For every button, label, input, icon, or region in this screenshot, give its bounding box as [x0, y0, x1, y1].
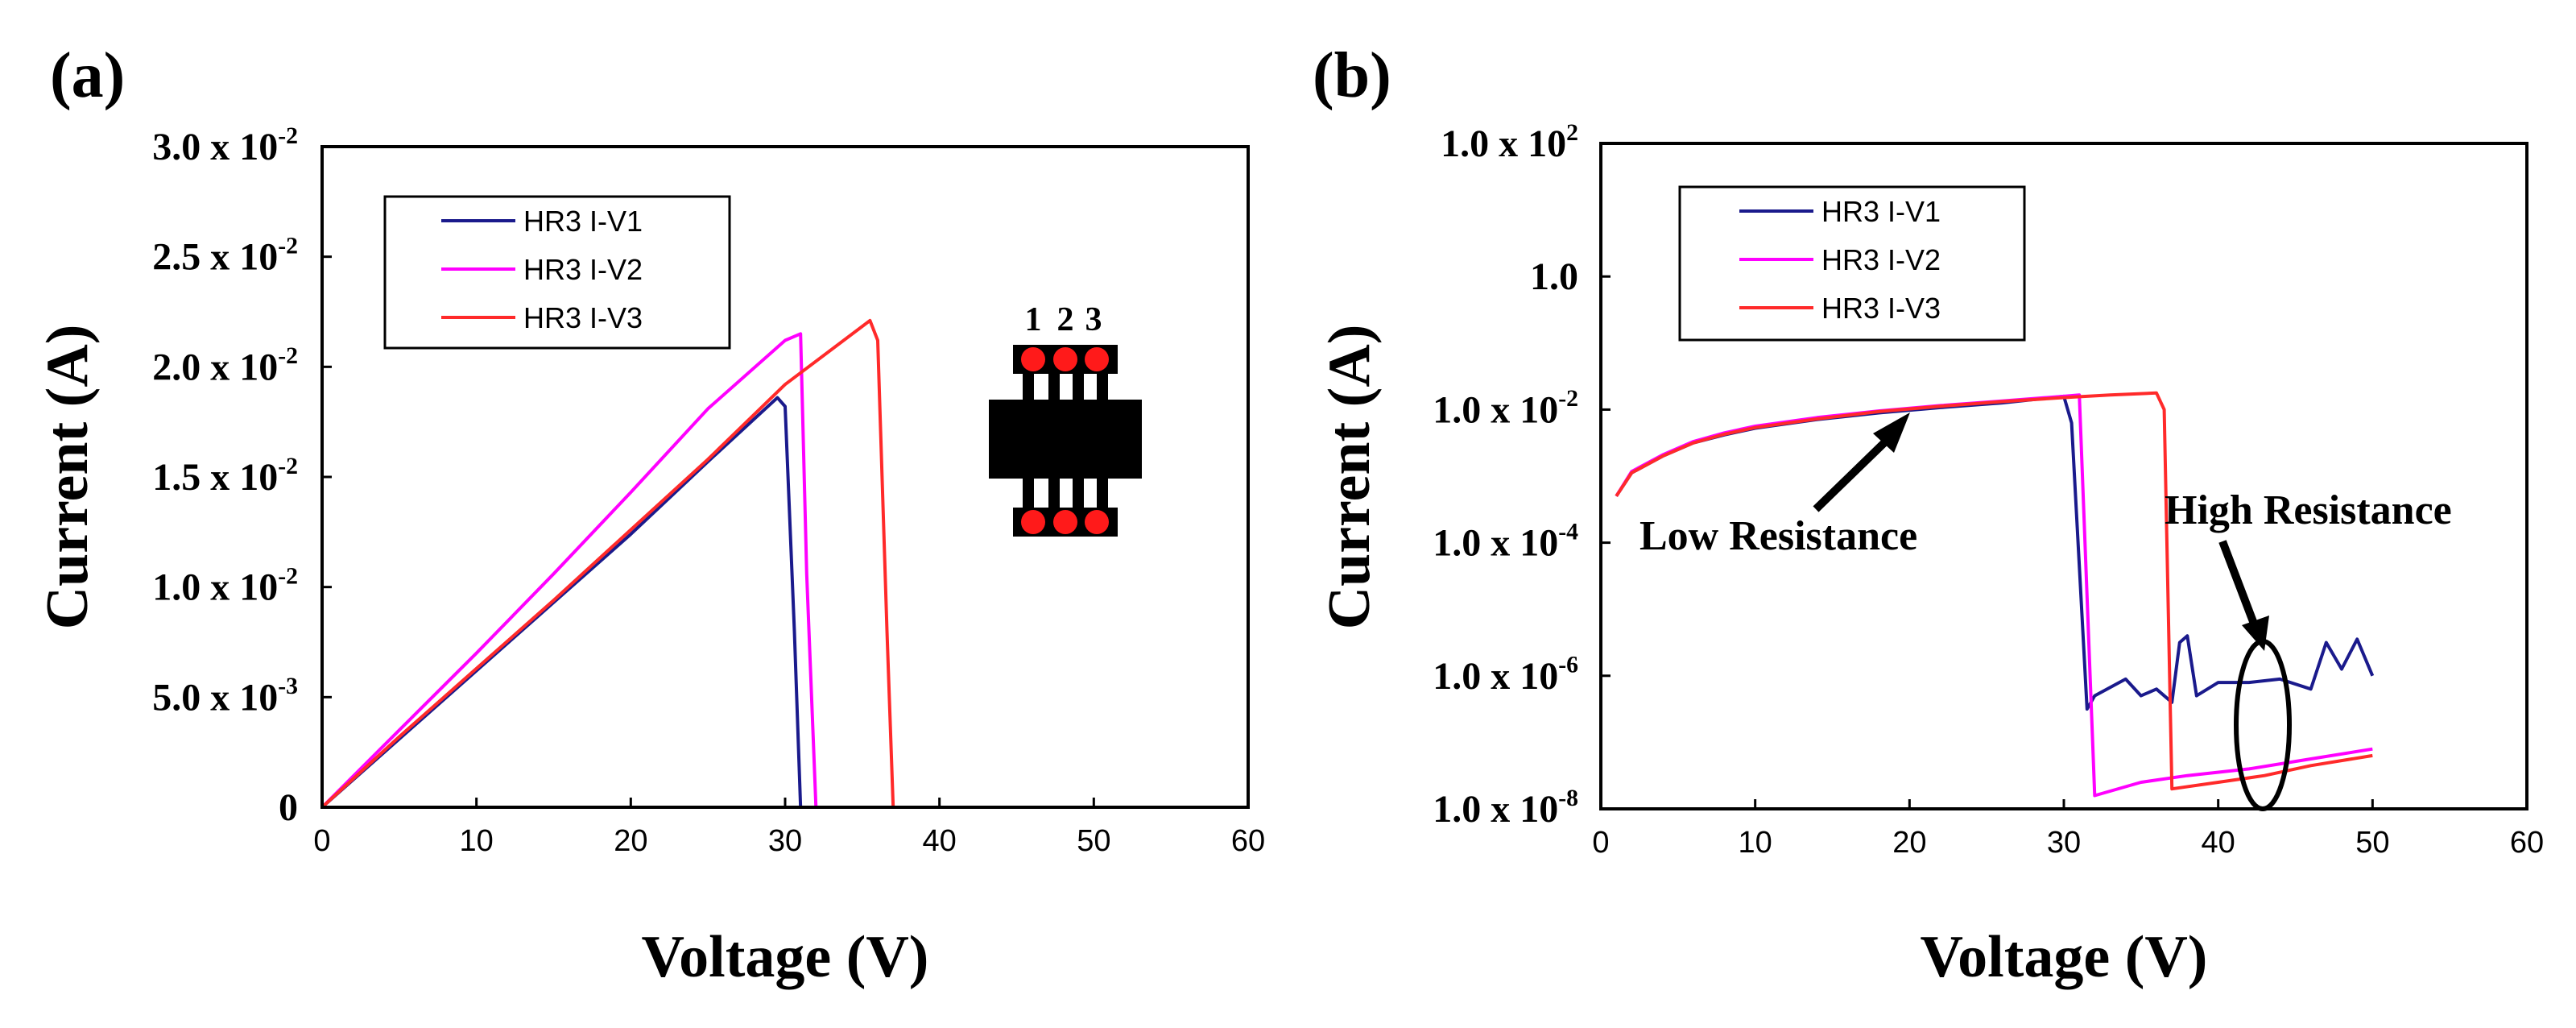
panel-a-x-tick-label: 0 — [313, 824, 330, 858]
panel-a-y-tick-label: 2.5 x 10-2 — [152, 233, 298, 279]
inset-contact-bottom-2 — [1053, 510, 1077, 534]
panel-a-y-tick-label: 1.5 x 10-2 — [152, 453, 298, 499]
inset-contact-top-2 — [1053, 347, 1077, 371]
panel-b-legend: HR3 I-V1 HR3 I-V2 HR3 I-V3 — [1678, 185, 2026, 342]
annotation-low-resistance: Low Resistance — [1639, 513, 1917, 559]
panel-a-series-line-iv1 — [320, 396, 1094, 809]
panel-b-y-tick-label: 1.0 x 10-4 — [1433, 518, 1578, 564]
panel-b-y-tick-label: 1.0 x 10-2 — [1433, 385, 1578, 431]
panel-b-x-tick-label: 60 — [2510, 826, 2544, 860]
panel-b-x-tick-label: 10 — [1739, 826, 1772, 860]
panel-b-x-tick-label: 40 — [2202, 826, 2235, 860]
panel-b-x-tick-label: 20 — [1892, 826, 1926, 860]
panel-a-series-line-iv3 — [320, 318, 1094, 809]
panel-a-series — [320, 318, 1094, 809]
panel-a-y-axis-label: Current (A) — [35, 325, 101, 630]
inset-label-3: 3 — [1085, 301, 1102, 338]
panel-a-x-tick-label: 60 — [1231, 824, 1265, 858]
annotation-high-resistance: High Resistance — [2165, 487, 2452, 533]
arrow-high-resistance-shaft — [2218, 540, 2260, 632]
panel-a-x-tick-label: 30 — [768, 824, 802, 858]
panel-b-y-tick-label: 1.0 — [1530, 255, 1578, 298]
inset-label-1: 1 — [1025, 301, 1042, 338]
inset-contact-bottom-3 — [1085, 510, 1109, 534]
panel-b-y-ticks: 1.0 x 10-8 1.0 x 10-6 1.0 x 10-4 1.0 x 10-2… — [1433, 119, 1611, 831]
legend-a-label-iv2: HR3 I-V2 — [523, 253, 643, 286]
high-resistance-highlight-ellipse — [2234, 639, 2292, 811]
inset-center-block — [989, 400, 1142, 479]
panel-a-x-ticks: 0 10 20 30 40 50 60 — [313, 798, 1265, 858]
panel-b-series-line-iv3 — [1615, 391, 2373, 791]
legend-a-label-iv1: HR3 I-V1 — [523, 205, 643, 238]
legend-b-label-iv1: HR3 I-V1 — [1821, 195, 1941, 228]
panel-b-label: (b) — [1313, 40, 1391, 111]
legend-a-label-iv3: HR3 I-V3 — [523, 301, 643, 334]
device-inset-diagram: 1 2 3 — [989, 301, 1142, 537]
panel-a-x-tick-label: 40 — [923, 824, 957, 858]
inset-contact-bottom-1 — [1021, 510, 1045, 534]
panel-a-x-tick-label: 10 — [460, 824, 494, 858]
panel-a-y-tick-label: 3.0 x 10-2 — [152, 122, 298, 168]
panel-a: (a) 0 5.0 x 10-3 1.0 x 10-2 1.5 x 10-2 2.0 x… — [35, 40, 1265, 990]
panel-a-y-tick-label: 0 — [279, 786, 298, 829]
arrow-low-resistance-head — [1873, 412, 1910, 453]
panel-b-y-axis-label: Current (A) — [1317, 325, 1383, 630]
panel-b-x-tick-label: 50 — [2355, 826, 2389, 860]
panel-a-y-tick-label: 5.0 x 10-3 — [152, 673, 298, 719]
panel-b-y-tick-label: 1.0 x 10-8 — [1433, 785, 1578, 831]
panel-b-annotations: Low Resistance High Resistance — [1639, 412, 2452, 811]
inset-contact-top-1 — [1021, 347, 1045, 371]
arrow-low-resistance-shaft — [1813, 428, 1900, 512]
panel-b-y-tick-label: 1.0 x 102 — [1441, 119, 1578, 165]
panel-a-label: (a) — [50, 40, 125, 111]
legend-b-label-iv3: HR3 I-V3 — [1821, 292, 1941, 325]
panel-a-x-tick-label: 20 — [614, 824, 647, 858]
inset-contact-top-3 — [1085, 347, 1109, 371]
legend-b-label-iv2: HR3 I-V2 — [1821, 243, 1941, 276]
panel-b-y-tick-label: 1.0 x 10-6 — [1433, 652, 1578, 698]
panel-a-series-line-iv2 — [320, 332, 1094, 809]
panel-a-x-tick-label: 50 — [1077, 824, 1110, 858]
panel-b-series — [1615, 391, 2375, 798]
panel-b-x-tick-label: 0 — [1592, 826, 1609, 860]
panel-b-x-axis-label: Voltage (V) — [1921, 924, 2208, 990]
inset-label-2: 2 — [1057, 301, 1074, 338]
panel-a-legend: HR3 I-V1 HR3 I-V2 HR3 I-V3 — [383, 195, 731, 350]
panel-a-y-tick-label: 1.0 x 10-2 — [152, 563, 298, 609]
panel-a-y-ticks: 0 5.0 x 10-3 1.0 x 10-2 1.5 x 10-2 2.0 x 10-… — [152, 122, 332, 829]
panel-b: (b) 1.0 x 10-81.0 x 10-61.0 x 10-41.0 x … — [1313, 40, 2544, 990]
panel-a-y-tick-label: 2.0 x 10-2 — [152, 342, 298, 388]
panel-b-legend-box — [1678, 185, 2026, 342]
panel-b-x-ticks: 0 10 20 30 40 50 60 — [1592, 799, 2544, 860]
panel-b-x-tick-label: 30 — [2047, 826, 2081, 860]
panel-a-x-axis-label: Voltage (V) — [642, 924, 929, 990]
